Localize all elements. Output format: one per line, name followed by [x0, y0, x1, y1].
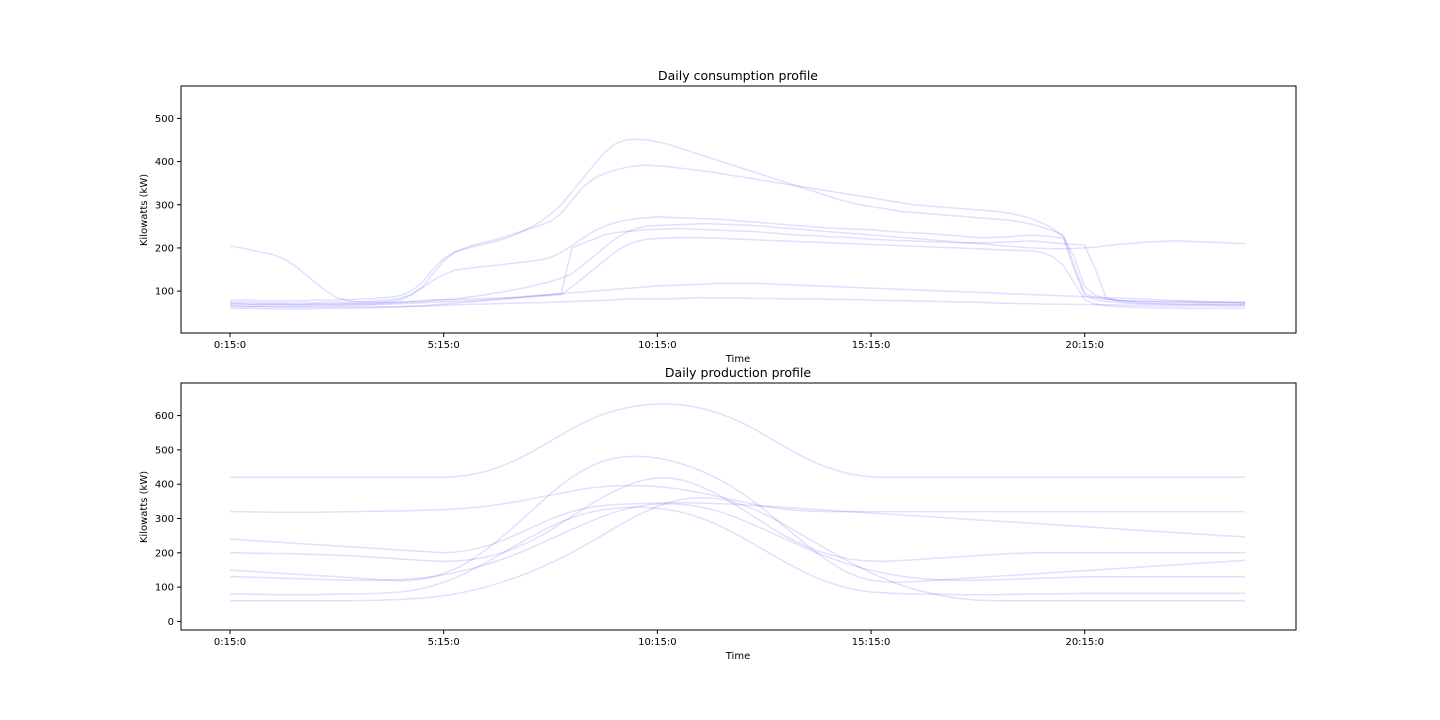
consumption-series-line — [230, 282, 1246, 307]
consumption-series-group — [229, 138, 1246, 310]
production-y-tick-label: 500 — [155, 445, 174, 456]
production-x-tick-label: 10:15:0 — [638, 637, 677, 648]
consumption-x-tick-label: 20:15:0 — [1065, 340, 1104, 351]
consumption-series-line — [230, 236, 1245, 310]
production-y-tick-label: 0 — [168, 617, 174, 628]
production-axes: 0:15:0 5:15:0 10:15:0 15:15:0 20:15:0 0 100 200… — [155, 411, 1104, 648]
consumption-x-tick-label: 0:15:0 — [214, 340, 246, 351]
production-y-tick-label: 200 — [155, 548, 174, 559]
consumption-y-tick-label: 300 — [155, 200, 174, 211]
consumption-series-line — [229, 296, 1245, 308]
consumption-axes: 0:15:0 5:15:0 10:15:0 15:15:0 20:15:0 100 200 3… — [155, 114, 1104, 351]
production-x-tick-label: 15:15:0 — [852, 637, 891, 648]
production-chart: Daily production profile 0:15:0 5:15:0 10:… — [139, 365, 1297, 662]
production-series-line — [229, 455, 1246, 584]
production-series-line — [230, 477, 1245, 563]
consumption-series-line — [229, 223, 1246, 304]
consumption-series-line — [229, 138, 1245, 303]
consumption-chart: Daily consumption profile 0:15:0 5:15:0 10… — [139, 68, 1297, 365]
production-series-line — [230, 503, 1245, 582]
consumption-x-tick-label: 10:15:0 — [638, 340, 677, 351]
production-x-tick-label: 0:15:0 — [214, 637, 246, 648]
production-plot-frame — [180, 382, 1297, 631]
production-chart-title: Daily production profile — [665, 365, 811, 380]
production-series-line — [230, 403, 1245, 479]
production-series-line — [230, 496, 1245, 602]
consumption-y-tick-label: 100 — [155, 287, 174, 298]
production-y-tick-label: 100 — [155, 583, 174, 594]
production-y-axis-label: Kilowatts (kW) — [139, 471, 150, 543]
consumption-plot-frame — [180, 85, 1297, 334]
production-x-tick-label: 20:15:0 — [1065, 637, 1104, 648]
production-y-tick-label: 300 — [155, 514, 174, 525]
consumption-y-axis-label: Kilowatts (kW) — [139, 174, 150, 246]
consumption-x-axis-label: Time — [725, 354, 750, 365]
production-series-line — [230, 484, 1245, 514]
production-series-group — [229, 403, 1246, 602]
consumption-x-tick-label: 15:15:0 — [852, 340, 891, 351]
production-x-axis-label: Time — [725, 651, 750, 662]
consumption-x-tick-label: 5:15:0 — [428, 340, 460, 351]
consumption-y-tick-label: 400 — [155, 157, 174, 168]
consumption-series-line — [229, 216, 1245, 306]
consumption-series-line — [229, 164, 1245, 304]
production-x-tick-label: 5:15:0 — [428, 637, 460, 648]
consumption-y-tick-label: 200 — [155, 243, 174, 254]
production-series-line — [229, 501, 1246, 554]
consumption-series-line — [230, 227, 1245, 306]
production-series-line — [230, 506, 1245, 596]
production-y-tick-label: 600 — [155, 411, 174, 422]
consumption-chart-title: Daily consumption profile — [658, 68, 818, 83]
consumption-y-tick-label: 500 — [155, 114, 174, 125]
production-y-tick-label: 400 — [155, 480, 174, 491]
